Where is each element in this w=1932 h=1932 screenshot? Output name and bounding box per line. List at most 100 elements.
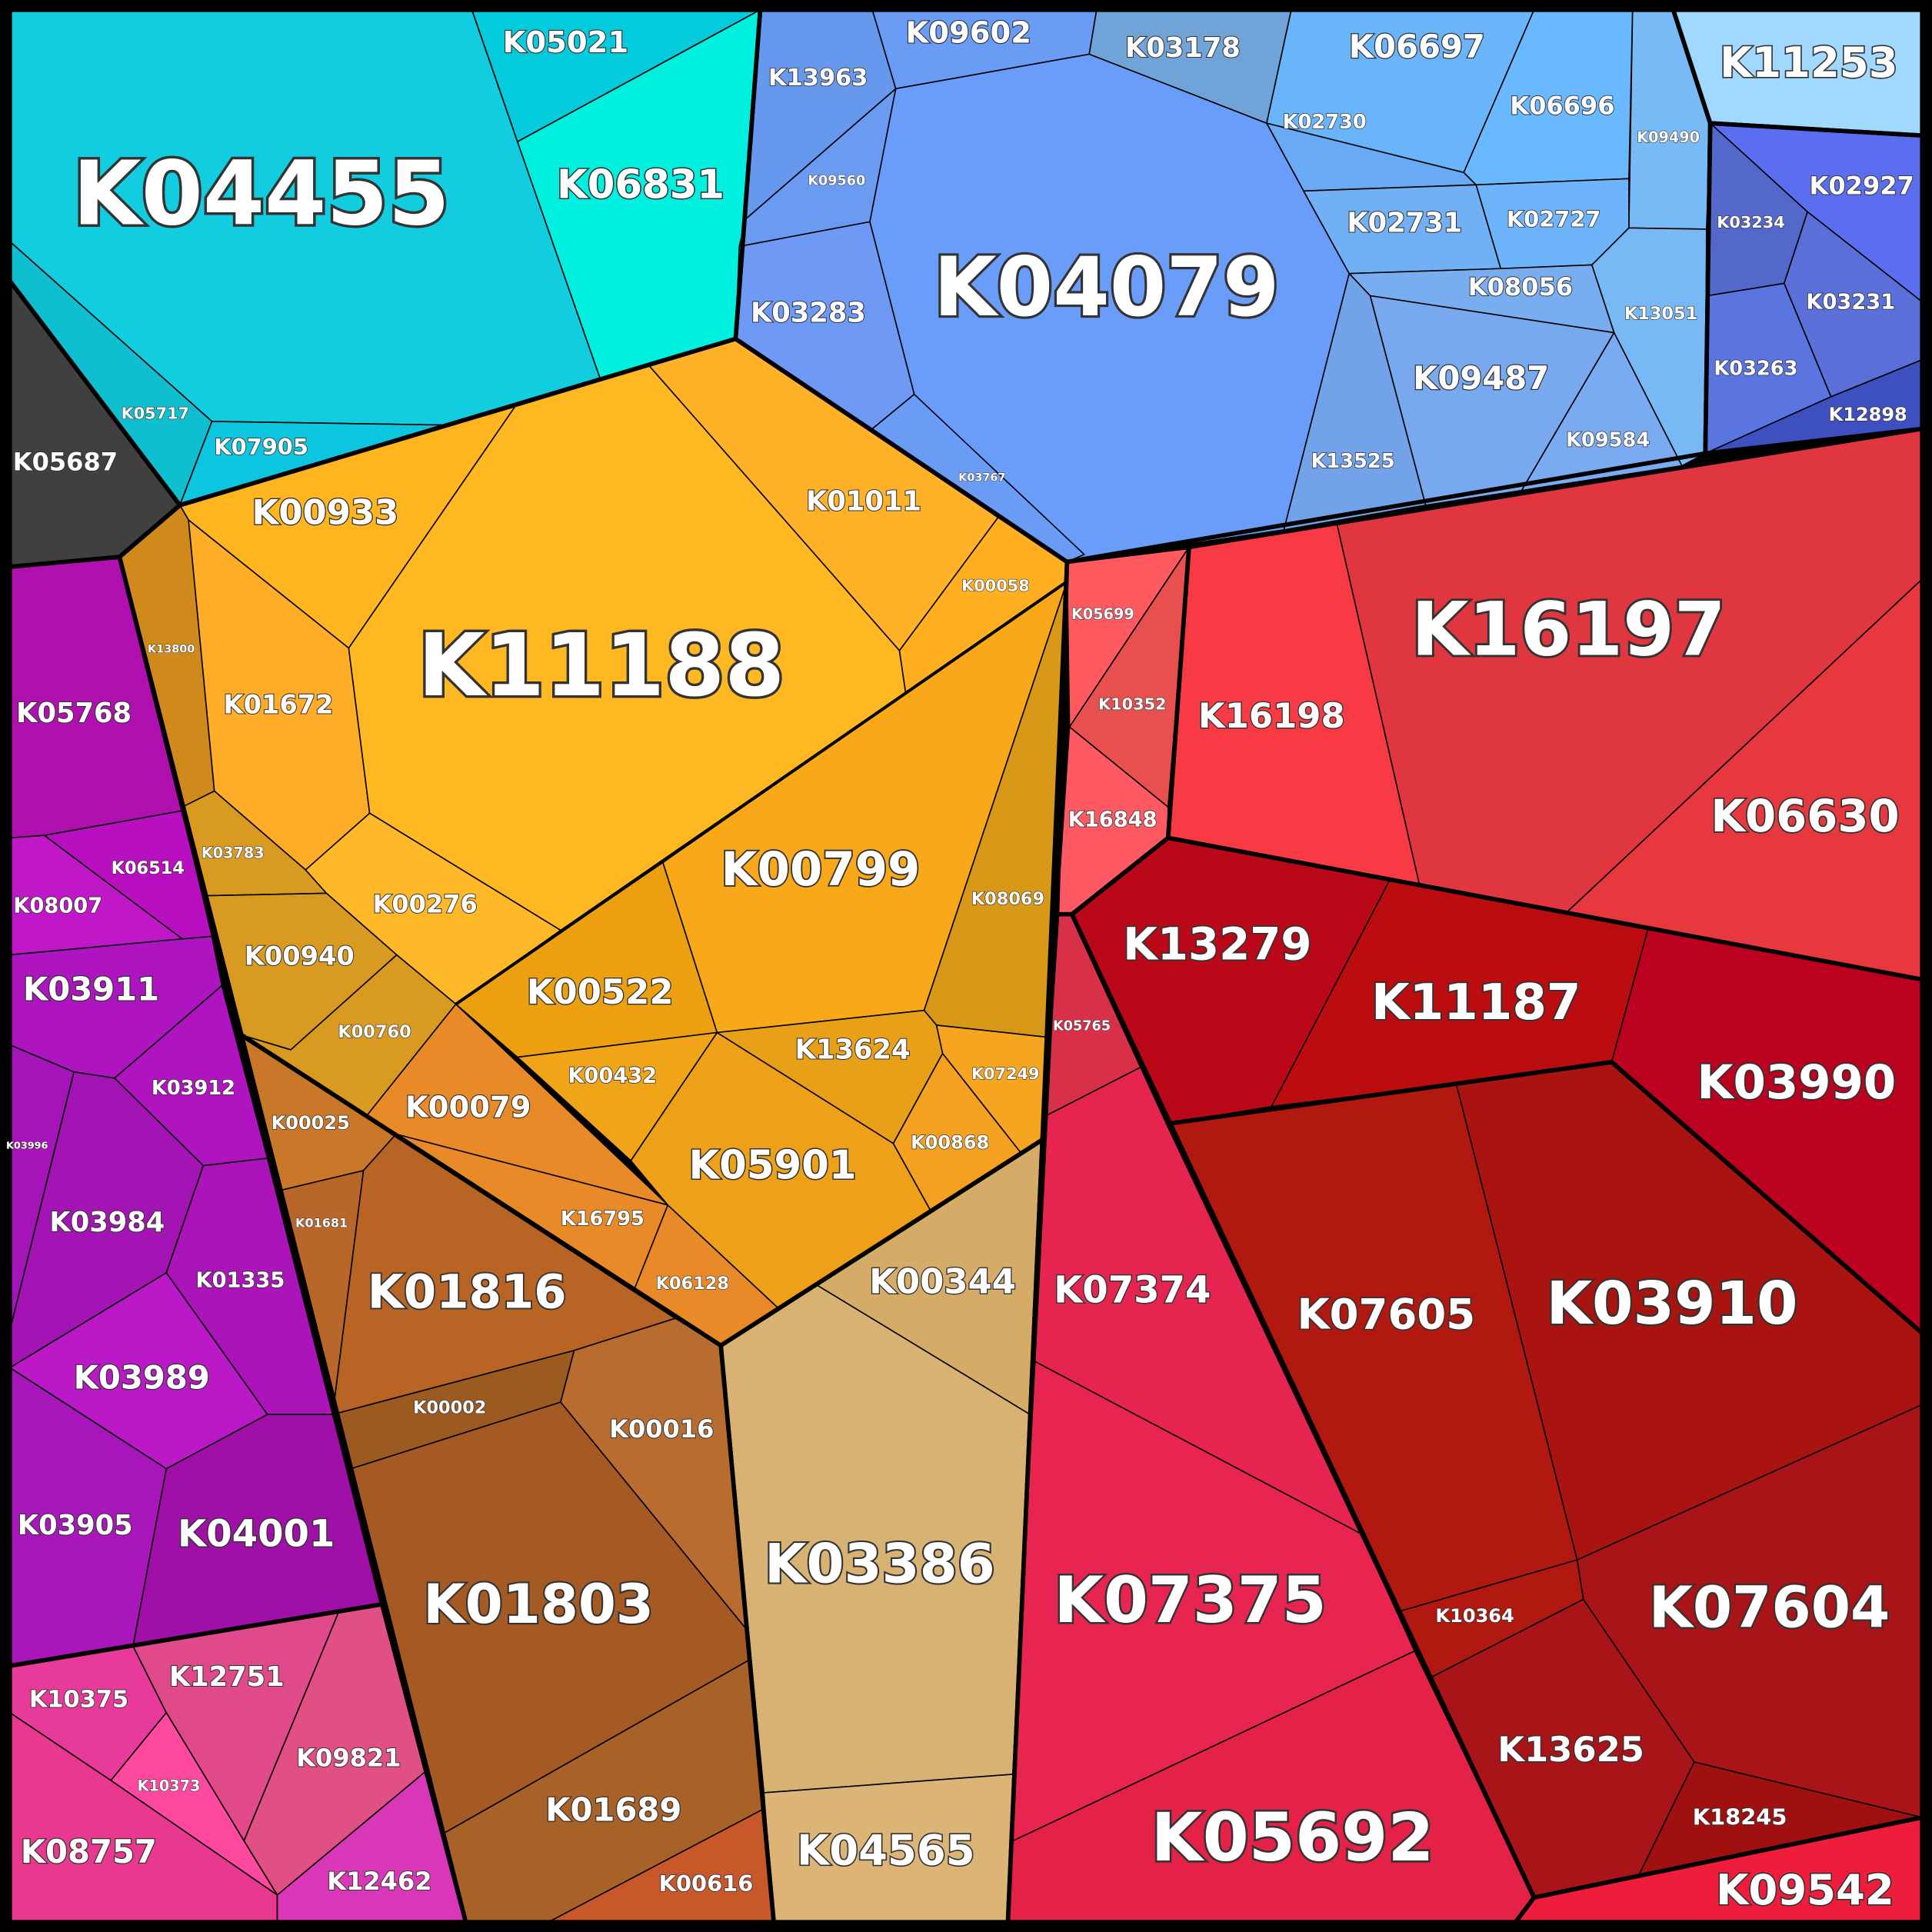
cell-label: K16198 bbox=[1198, 695, 1345, 736]
cell-label: K12751 bbox=[169, 1661, 285, 1693]
cell-label: K01681 bbox=[295, 1215, 348, 1230]
cell-label: K03783 bbox=[202, 844, 265, 862]
cell-label: K11188 bbox=[418, 616, 784, 716]
cell-label: K01816 bbox=[368, 1264, 567, 1319]
cell-label: K00016 bbox=[609, 1414, 714, 1444]
cell-label: K03283 bbox=[751, 298, 866, 329]
cell-label: K09602 bbox=[905, 15, 1031, 50]
cell-label: K10373 bbox=[138, 1777, 201, 1794]
cell-label: K07375 bbox=[1054, 1563, 1326, 1637]
cell-label: K06128 bbox=[656, 1274, 729, 1294]
cell-label: K07604 bbox=[1649, 1575, 1890, 1641]
cell-label: K03263 bbox=[1714, 358, 1797, 381]
cell-label: K13051 bbox=[1624, 304, 1697, 324]
cell-label: K07605 bbox=[1297, 1290, 1475, 1339]
cell-label: K03989 bbox=[74, 1358, 210, 1396]
cell-label: K16848 bbox=[1068, 808, 1158, 831]
cell-label: K06831 bbox=[557, 162, 724, 208]
cell-label: K11187 bbox=[1371, 974, 1581, 1031]
cell-label: K01689 bbox=[545, 1791, 681, 1829]
cell-label: K09821 bbox=[296, 1744, 401, 1773]
cell-label: K02730 bbox=[1283, 111, 1367, 134]
cell-label: K03984 bbox=[49, 1207, 165, 1238]
cell-label: K03234 bbox=[1717, 213, 1785, 232]
cell-label: K05901 bbox=[688, 1143, 856, 1189]
cell-label: K04455 bbox=[72, 142, 450, 245]
cell-label: K01672 bbox=[224, 689, 334, 719]
cell-label: K08007 bbox=[13, 894, 102, 918]
cell-label: K00616 bbox=[659, 1870, 754, 1897]
cell-label: K05687 bbox=[13, 447, 118, 476]
cell-label: K13625 bbox=[1497, 1729, 1644, 1770]
cell-label: K02727 bbox=[1507, 206, 1601, 232]
cell-label: K07905 bbox=[214, 434, 308, 460]
cell-label: K13963 bbox=[768, 65, 868, 92]
cell-label: K06514 bbox=[112, 858, 185, 878]
cell-label: K08757 bbox=[21, 1833, 157, 1870]
cell-label: K03178 bbox=[1125, 32, 1241, 64]
cell-label: K05021 bbox=[503, 25, 629, 60]
cell-label: K07374 bbox=[1054, 1269, 1211, 1312]
cell-label: K03990 bbox=[1697, 1055, 1896, 1110]
cell-label: K04079 bbox=[934, 240, 1280, 335]
cell-label: K09560 bbox=[808, 174, 865, 189]
cell-label: K18245 bbox=[1693, 1804, 1787, 1830]
cell-label: K00002 bbox=[413, 1398, 486, 1418]
cell-label: K04001 bbox=[178, 1513, 335, 1556]
cell-label: K16795 bbox=[561, 1208, 645, 1231]
cell-label: K12898 bbox=[1829, 404, 1907, 425]
cell-label: K10352 bbox=[1098, 695, 1167, 713]
cell-label: K13624 bbox=[795, 1034, 911, 1066]
cell-label: K13279 bbox=[1123, 918, 1311, 971]
cell-label: K05717 bbox=[122, 404, 190, 422]
cell-label: K02731 bbox=[1347, 208, 1462, 239]
cell-label: K04565 bbox=[797, 1826, 975, 1875]
cell-label: K10364 bbox=[1436, 1605, 1514, 1627]
cell-label: K00344 bbox=[869, 1261, 1016, 1301]
cell-label: K00432 bbox=[568, 1064, 657, 1088]
cell bbox=[1521, 331, 1683, 491]
cell-label: K09487 bbox=[1413, 359, 1549, 397]
cell-label: K05768 bbox=[16, 698, 132, 729]
cell-label: K07249 bbox=[971, 1064, 1040, 1083]
cell-label: K09490 bbox=[1637, 128, 1700, 146]
cell-label: K13800 bbox=[148, 643, 195, 655]
cell-label: K03767 bbox=[958, 472, 1005, 485]
cell-label: K12462 bbox=[327, 1867, 431, 1896]
cell-label: K00760 bbox=[338, 1022, 411, 1042]
cell-label: K16197 bbox=[1411, 586, 1726, 672]
cell-label: K06630 bbox=[1710, 790, 1899, 842]
cell-label: K03912 bbox=[152, 1077, 235, 1100]
cell-label: K09584 bbox=[1566, 429, 1650, 452]
cell-label: K00025 bbox=[271, 1112, 350, 1134]
cell-label: K08056 bbox=[1468, 272, 1573, 301]
cell-label: K03996 bbox=[6, 1140, 48, 1151]
cell-label: K03910 bbox=[1546, 1270, 1797, 1338]
cell-label: K13525 bbox=[1311, 450, 1395, 473]
cell-label: K06696 bbox=[1510, 91, 1614, 120]
cell-label: K05765 bbox=[1053, 1019, 1111, 1034]
cell bbox=[716, 1009, 944, 1144]
cell-label: K00058 bbox=[961, 577, 1030, 595]
labels: K04455 K05021 K06831 K05717 K07905 K05687 K139… bbox=[6, 15, 1915, 1915]
cell-label: K05699 bbox=[1071, 605, 1134, 623]
cell bbox=[1283, 272, 1427, 531]
cell-label: K03386 bbox=[764, 1532, 995, 1595]
cell-label: K03231 bbox=[1806, 291, 1895, 315]
cell-label: K00868 bbox=[911, 1132, 989, 1154]
cell-label: K06697 bbox=[1349, 28, 1485, 65]
cell-label: K00940 bbox=[245, 941, 355, 971]
cell-label: K01335 bbox=[195, 1269, 285, 1293]
cell-label: K03905 bbox=[18, 1510, 133, 1541]
cell-label: K01011 bbox=[806, 486, 921, 518]
cell-label: K00799 bbox=[721, 842, 921, 897]
cell-label: K03911 bbox=[23, 971, 159, 1008]
cell-label: K08069 bbox=[971, 889, 1044, 909]
cell-label: K00522 bbox=[527, 971, 674, 1012]
cell-label: K01803 bbox=[423, 1573, 654, 1636]
cell-label: K02927 bbox=[1810, 172, 1914, 201]
